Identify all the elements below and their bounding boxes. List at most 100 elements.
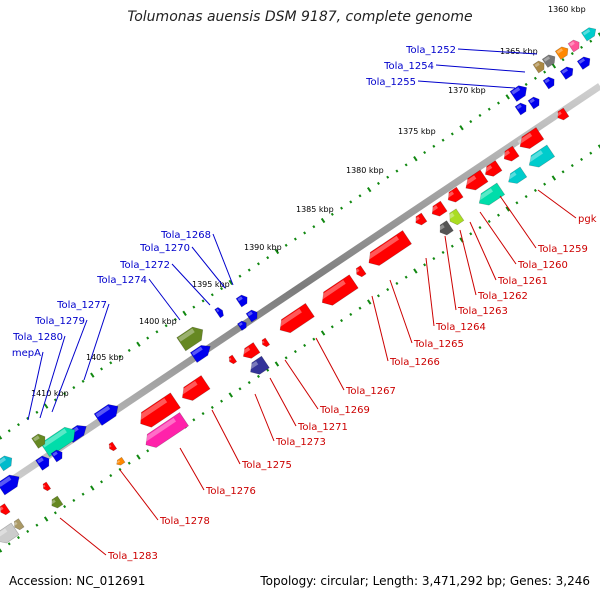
reverse-gene-5 [526,144,556,168]
reverse-gene-11-shape [449,208,465,226]
reverse-gene-2 [483,160,503,177]
tick-mark [340,319,344,323]
forward-gene-0 [580,27,597,42]
tick-mark [376,181,380,185]
forward-gene-16-gloss [191,346,203,356]
reverse-gene-30-gloss [13,521,18,526]
tick-mark [413,268,418,274]
reverse-gene-23 [142,412,189,448]
tick-mark [109,474,113,478]
tick-mark [155,330,159,334]
tick-mark [293,350,297,354]
forward-gene-1-gloss [569,41,575,47]
reverse-gene-18 [261,337,271,348]
forward-gene-2-gloss [556,48,563,54]
reverse-gene-12 [438,220,454,236]
reverse-gene-25-gloss [116,460,120,464]
tick-mark [127,461,131,465]
reverse-gene-27 [50,495,64,509]
reverse-gene-20-gloss [228,357,232,361]
reverse-label-Tola_1276: Tola_1276 [205,486,256,497]
reverse-gene-12-shape [439,220,454,236]
forward-gene-10-shape [514,102,527,116]
tick-mark [469,232,473,236]
tick-dots-layer [0,32,600,553]
reverse-gene-4 [446,186,464,203]
reverse-gene-6 [506,166,528,184]
tick-mark [459,125,464,131]
forward-label-Tola_1254: Tola_1254 [383,61,434,72]
tick-mark [505,206,510,212]
forward-label-Tola_1280: Tola_1280 [12,332,63,343]
reverse-label-Tola_1264: Tola_1264 [435,322,486,333]
tick-mark [136,341,141,347]
forward-gene-7-gloss [544,78,550,84]
reverse-gene-0-shape [519,127,545,149]
reverse-gene-0 [517,127,545,149]
reverse-gene-15 [319,274,359,306]
accession-text: Accession: NC_012691 [9,574,146,588]
forward-gene-5 [576,56,591,70]
tick-mark [320,217,326,224]
reverse-gene-3-shape [465,169,489,191]
reverse-label-Tola_1283-leader [59,517,107,556]
forward-gene-8-shape [509,85,527,102]
reverse-gene-10-shape [415,212,428,226]
tick-mark [561,170,565,174]
reverse-gene-25 [116,456,126,466]
tick-mark [349,312,353,316]
forward-gene-3-gloss [543,56,550,62]
reverse-label-Tola_1271: Tola_1271 [297,422,348,433]
tick-mark [7,542,11,546]
tick-mark [303,231,307,235]
tick-mark [478,113,482,117]
tick-mark [340,206,344,210]
tick-mark [53,511,57,515]
tick-mark [478,226,482,230]
reverse-gene-14 [355,265,367,278]
tick-label: 1380 kbp [346,166,384,175]
gene-labels-layer: Tola_1252 Tola_1254 Tola_1255 Tola_1268 Tola… [12,45,597,562]
tick-mark [312,337,316,341]
reverse-gene-24-shape [108,441,118,452]
forward-gene-15-gloss [178,328,195,342]
reverse-label-pgk: pgk [578,214,597,225]
forward-gene-4-gloss [534,62,540,68]
tick-mark [43,516,49,522]
reverse-gene-11-gloss [447,212,455,220]
forward-gene-19 [40,426,76,458]
forward-gene-19-shape [40,426,76,458]
reverse-gene-15-gloss [319,280,346,300]
forward-label-Tola_1252-leader [457,48,538,55]
tick-mark [320,330,326,336]
reverse-gene-18-gloss [261,340,265,344]
reverse-gene-17 [241,342,261,359]
label-leaders-layer [27,48,577,556]
reverse-label-Tola_1266-leader [371,295,389,362]
tick-mark [81,379,85,383]
forward-gene-23 [0,474,20,496]
reverse-gene-22-gloss [136,398,168,421]
forward-gene-20 [31,433,46,449]
reverse-label-Tola_1273-leader [254,393,275,442]
forward-gene-15 [176,326,204,352]
reverse-gene-16-shape [279,302,315,334]
forward-gene-13 [237,320,247,331]
reverse-gene-26 [42,481,52,492]
tick-mark [543,70,547,74]
tick-mark [16,423,20,427]
forward-gene-1-shape [567,39,580,53]
forward-gene-12-gloss [247,311,253,317]
reverse-label-Tola_1259-leader [499,195,537,249]
reverse-gene-5-shape [528,144,556,168]
reverse-gene-1-gloss [502,150,510,157]
forward-gene-11-gloss [237,296,243,302]
forward-gene-21 [50,449,63,463]
tick-mark [386,175,390,179]
tick-mark [35,523,39,527]
forward-gene-5-gloss [578,58,585,64]
reverse-gene-13 [365,230,412,266]
forward-gene-11-shape [235,294,248,308]
forward-gene-3-shape [541,54,556,68]
tick-mark [210,293,214,297]
